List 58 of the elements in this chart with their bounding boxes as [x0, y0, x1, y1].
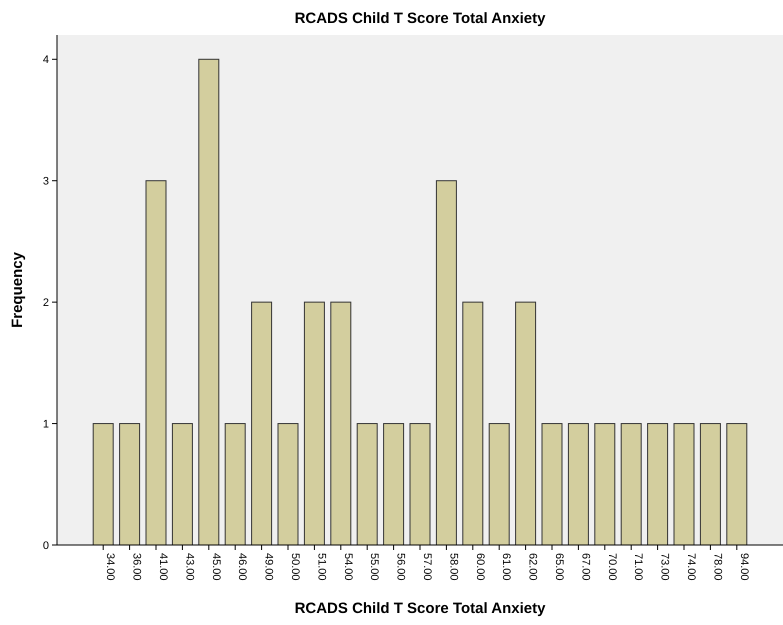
x-tick-label: 94.00 [738, 553, 750, 581]
bar [620, 423, 642, 546]
x-tick-label: 62.00 [526, 553, 539, 581]
y-tick-label: 1 [42, 418, 49, 430]
x-tick-label: 71.00 [632, 553, 644, 581]
bar [224, 423, 246, 546]
x-tick-label: 49.00 [262, 553, 275, 581]
x-tick-label: 45.00 [210, 553, 222, 581]
bar [92, 423, 114, 546]
bar [542, 423, 562, 546]
bar [172, 423, 193, 546]
y-tick-label: 3 [42, 176, 49, 188]
bar [251, 302, 272, 546]
y-tick-label: 2 [42, 296, 49, 309]
x-tick-label: 51.00 [315, 553, 328, 581]
bar [488, 423, 510, 546]
y-tick-label: 4 [42, 54, 49, 66]
bar [356, 423, 378, 546]
x-tick-label: 73.00 [658, 553, 671, 581]
bar [330, 302, 352, 546]
x-axis-title: RCADS Child T Score Total Anxiety [294, 600, 546, 617]
x-tick-label: 78.00 [711, 553, 724, 581]
bar [383, 423, 404, 546]
x-tick-label: 41.00 [157, 553, 169, 581]
x-tick-label: 57.00 [421, 553, 433, 581]
bar [568, 423, 589, 546]
bar [410, 423, 430, 546]
y-axis-title: Frequency [9, 251, 26, 328]
x-tick-label: 70.00 [606, 553, 618, 581]
bar [515, 302, 536, 546]
bar [462, 302, 484, 546]
x-tick-label: 34.00 [104, 553, 116, 581]
bar [700, 423, 721, 546]
x-tick-label: 54.00 [342, 553, 354, 581]
x-tick-label: 74.00 [685, 553, 697, 581]
bar [146, 180, 166, 546]
x-tick-label: 60.00 [474, 553, 486, 581]
x-tick-label: 46.00 [236, 553, 248, 581]
x-tick-label: 50.00 [289, 553, 301, 581]
x-tick-label: 67.00 [579, 553, 592, 581]
x-tick-label: 58.00 [447, 553, 460, 581]
x-tick-label: 36.00 [130, 553, 143, 581]
bar [304, 302, 325, 546]
x-tick-label: 43.00 [183, 553, 196, 581]
bar [119, 423, 140, 546]
x-tick-label: 55.00 [368, 553, 380, 581]
chart-title: RCADS Child T Score Total Anxiety [294, 10, 546, 27]
bar [647, 423, 668, 546]
bar [726, 423, 748, 546]
bar [594, 423, 616, 546]
bar [674, 423, 694, 546]
bar [278, 423, 298, 546]
bar [436, 180, 457, 546]
x-tick-label: 65.00 [553, 553, 565, 581]
bar [198, 58, 220, 546]
x-tick-label: 56.00 [394, 553, 407, 581]
y-tick-label: 0 [42, 540, 49, 552]
x-tick-label: 61.00 [500, 553, 512, 581]
